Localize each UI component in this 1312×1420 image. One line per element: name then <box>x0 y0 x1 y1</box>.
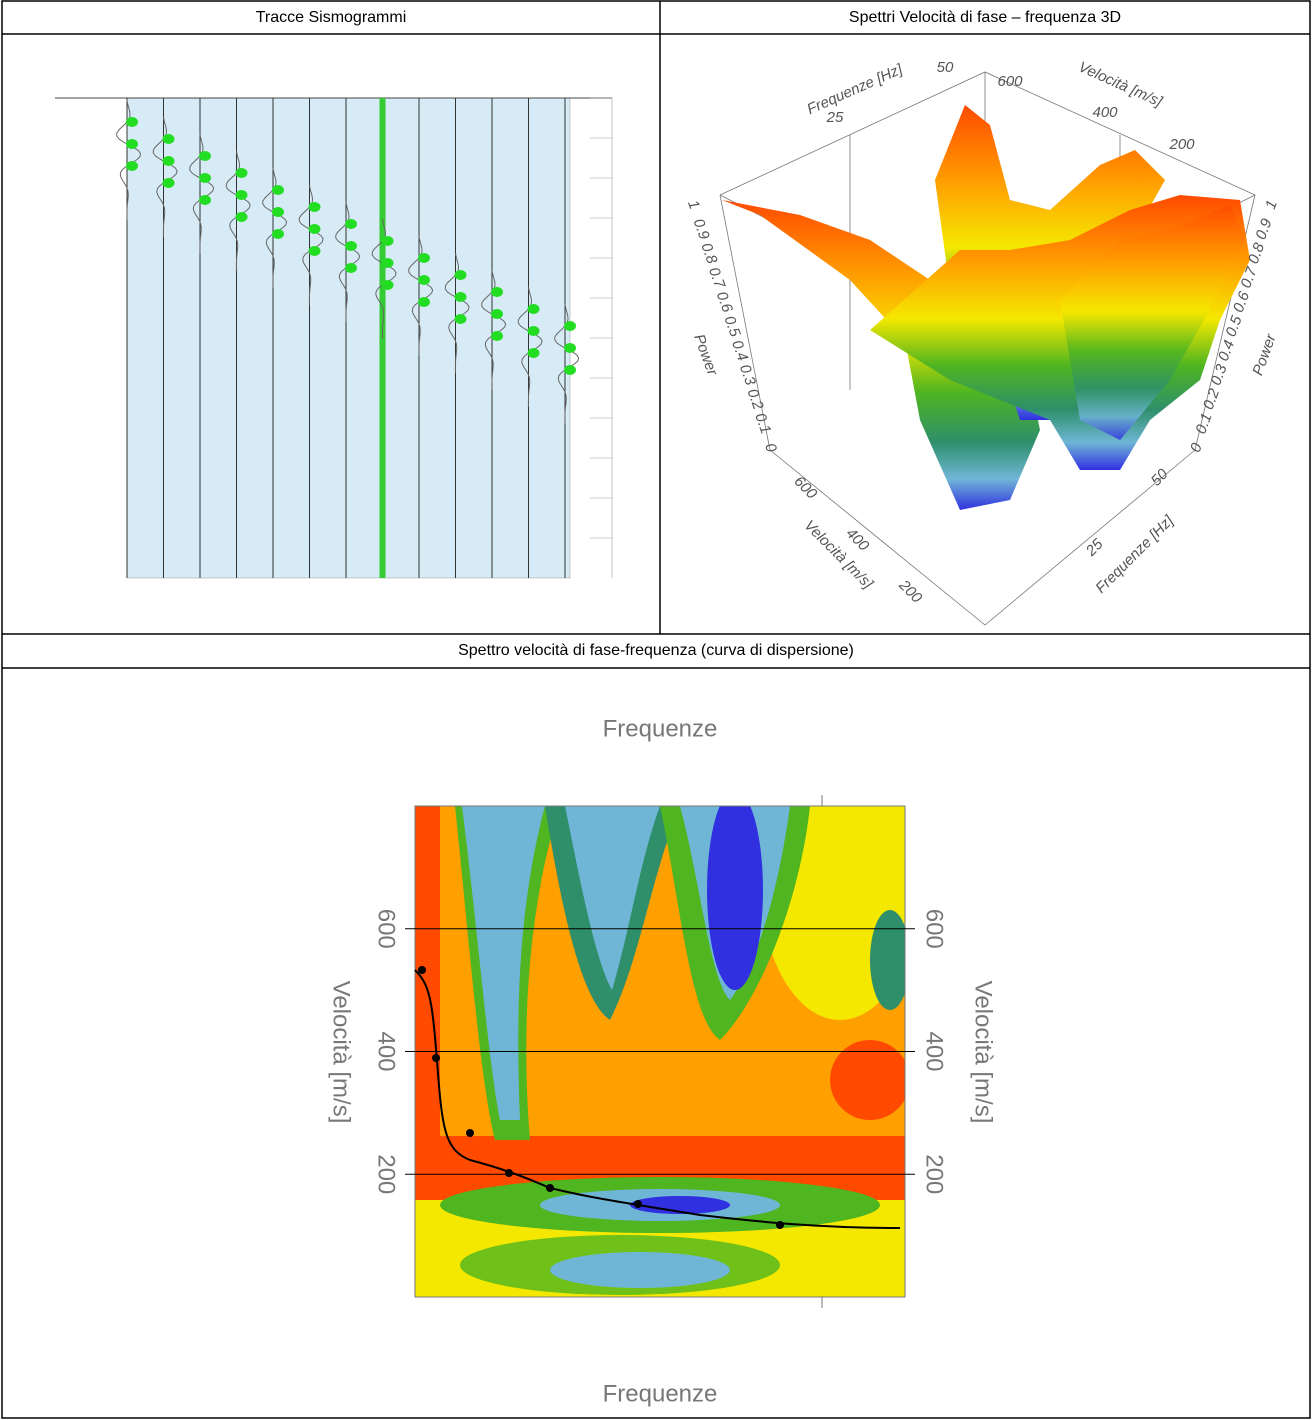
tick-label: 0.2 <box>1200 386 1223 412</box>
y-axis-label: Velocità [m/s] <box>328 981 355 1124</box>
tick-label: 0.6 <box>713 289 736 315</box>
tick-label: 200 <box>895 576 926 607</box>
y-tick-label: 600 <box>373 909 400 949</box>
wiggle-fill <box>163 134 175 144</box>
wiggle-fill <box>163 156 175 166</box>
wiggle-fill <box>418 297 430 307</box>
tick-label: 200 <box>1168 136 1195 153</box>
wiggle-fill <box>345 263 357 273</box>
tick-label: 0.3 <box>736 362 759 388</box>
x-axis-label: Frequenze <box>603 1380 718 1407</box>
axis-label: Frequenze [Hz] <box>804 61 905 119</box>
tick-label: 1 <box>684 198 703 212</box>
wiggle-fill <box>382 236 394 246</box>
wiggle-fill <box>491 331 503 341</box>
tick-label: 0.1 <box>1192 411 1215 436</box>
wiggle-fill <box>199 151 211 161</box>
tick-label: 0.8 <box>697 241 720 267</box>
wiggle-fill <box>382 258 394 268</box>
wiggle-fill <box>126 161 138 171</box>
tick-label: 0.4 <box>1215 338 1238 363</box>
tick-label: 0.4 <box>728 338 751 363</box>
wiggle-fill <box>345 241 357 251</box>
seismogram <box>55 98 612 578</box>
wiggle-fill <box>272 207 284 217</box>
wiggle-fill <box>236 212 248 222</box>
y-tick-label: 400 <box>373 1031 400 1071</box>
tick-label: 0.5 <box>720 314 743 340</box>
wiggle-fill <box>382 280 394 290</box>
wiggle-fill <box>564 365 576 375</box>
wiggle-fill <box>126 139 138 149</box>
tick-label: 0.9 <box>690 216 713 242</box>
wiggle-fill <box>309 224 321 234</box>
chart-title: Frequenze <box>603 715 718 742</box>
tick-label: 400 <box>1092 104 1118 121</box>
wiggle-fill <box>345 219 357 229</box>
wiggle-fill <box>455 270 467 280</box>
wiggle-fill <box>455 292 467 302</box>
wiggle-fill <box>528 304 540 314</box>
wiggle-fill <box>528 348 540 358</box>
wiggle-fill <box>528 326 540 336</box>
tick-label: 0.8 <box>1245 240 1268 266</box>
header: Spettri Velocità di fase – frequenza 3D <box>849 9 1121 26</box>
tick-label: 25 <box>1082 535 1107 560</box>
wiggle-fill <box>564 343 576 353</box>
wiggle-fill <box>309 202 321 212</box>
wiggle-fill <box>236 190 248 200</box>
page: Tracce Sismogrammi Spettri Velocità di f… <box>0 0 1312 1420</box>
y-tick-label: 200 <box>373 1154 400 1194</box>
wiggle-fill <box>455 314 467 324</box>
tick-label: 600 <box>791 473 821 503</box>
axis-label: Velocità [m/s] <box>1076 59 1165 111</box>
axis-label: Power <box>690 332 721 379</box>
y-tick-label: 400 <box>921 1031 948 1071</box>
wiggle-fill <box>272 229 284 239</box>
axis-label: Power <box>1249 331 1280 378</box>
wiggle-fill <box>418 275 430 285</box>
tick-label: 600 <box>997 73 1023 90</box>
tick-label: 1 <box>1262 198 1281 212</box>
spectrum-3d: Frequenze [Hz] 25 50 Velocità [m/s] 600 … <box>684 59 1281 625</box>
header: Spettro velocità di fase-frequenza (curv… <box>458 642 854 659</box>
wiggle-fill <box>418 253 430 263</box>
tick-label: 0 <box>761 441 780 455</box>
wiggle-fill <box>199 173 211 183</box>
wiggle-fill <box>236 168 248 178</box>
dispersion-chart: Frequenze Frequenze Velocità [m/s] Veloc… <box>328 715 997 1407</box>
wiggle-fill <box>309 246 321 256</box>
wiggle-fill <box>272 185 284 195</box>
y-tick-label: 600 <box>921 909 948 949</box>
wiggle-fill <box>126 117 138 127</box>
y-axis-label: Velocità [m/s] <box>970 981 997 1124</box>
tick-label: 50 <box>937 59 954 76</box>
header: Tracce Sismogrammi <box>256 9 407 26</box>
tick-label: 0.1 <box>751 411 774 436</box>
wiggle-fill <box>491 309 503 319</box>
wiggle-fill <box>564 321 576 331</box>
tick-label: 25 <box>826 109 844 126</box>
tick-label: 0.9 <box>1252 216 1275 242</box>
wiggle-fill <box>199 195 211 205</box>
tick-label: 0.7 <box>705 265 728 291</box>
tick-label: 0.2 <box>744 387 767 413</box>
wiggle-fill <box>491 287 503 297</box>
wiggle-fill <box>163 178 175 188</box>
axis-label: Velocità [m/s] <box>801 517 877 593</box>
y-tick-label: 200 <box>921 1154 948 1194</box>
tick-label: 0.3 <box>1207 362 1230 388</box>
